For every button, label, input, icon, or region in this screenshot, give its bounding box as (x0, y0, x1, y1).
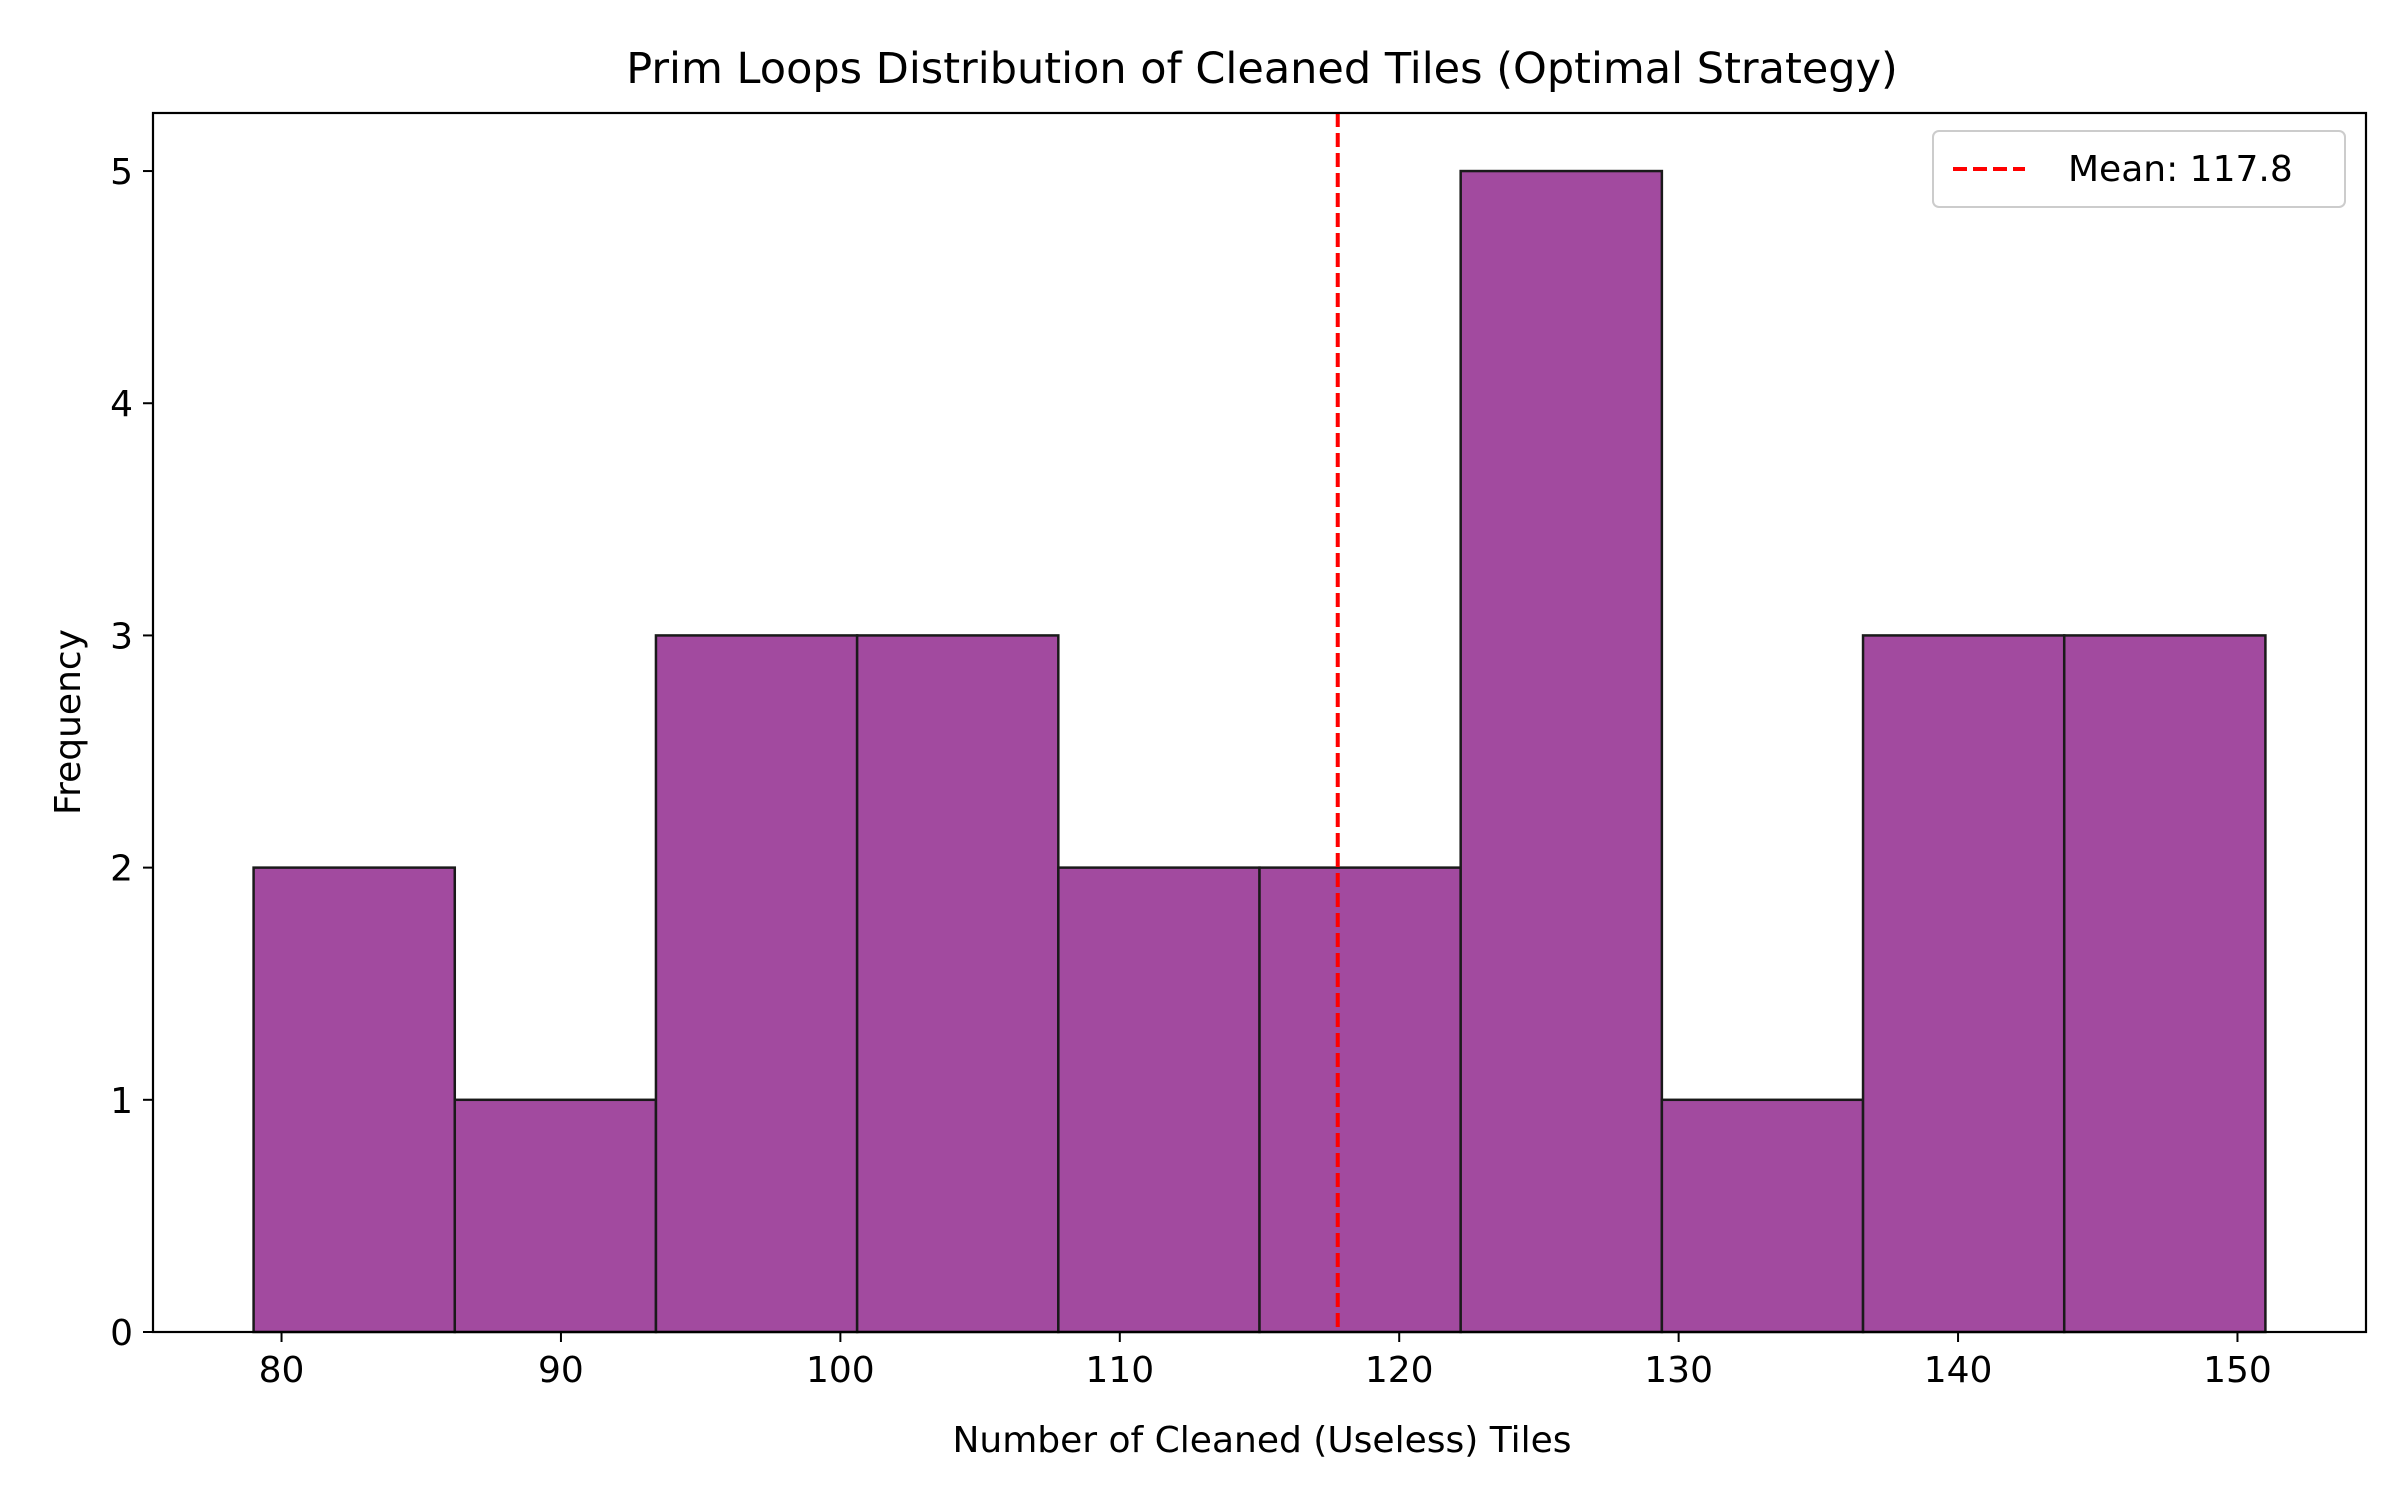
x-tick-label: 90 (538, 1350, 584, 1391)
x-tick-label: 130 (1644, 1350, 1713, 1391)
histogram-bar-3 (654, 634, 859, 1334)
x-tick-label: 140 (1924, 1350, 1993, 1391)
chart-title: Prim Loops Distribution of Cleaned Tiles… (626, 44, 1898, 94)
x-tick-label: 110 (1085, 1350, 1154, 1391)
histogram-bar-8 (1660, 1098, 1865, 1334)
y-tick-label: 4 (110, 384, 133, 425)
y-tick-label: 1 (110, 1081, 133, 1122)
x-tick-label: 80 (259, 1350, 305, 1391)
y-tick-label: 2 (110, 849, 133, 890)
histogram-bar-6 (1258, 866, 1462, 1334)
legend-mean-label: Mean: 117.8 (2068, 149, 2293, 190)
legend-frame (1932, 130, 2346, 208)
histogram-bar-2 (453, 1098, 658, 1334)
histogram-bar-1 (252, 866, 457, 1334)
histogram-bar-4 (855, 634, 1060, 1334)
x-tick-label: 100 (806, 1350, 875, 1391)
bars-layer (252, 169, 2267, 1334)
y-axis-label: Frequency (48, 629, 89, 815)
y-tick-label: 3 (110, 616, 133, 657)
y-tick-label: 0 (110, 1313, 133, 1354)
plot-frame (151, 111, 2368, 1334)
histogram-bar-10 (2062, 634, 2267, 1334)
histogram-bar-7 (1459, 169, 1664, 1334)
histogram-bar-5 (1057, 866, 1261, 1334)
x-axis-label: Number of Cleaned (Useless) Tiles (952, 1420, 1571, 1461)
legend: Mean: 117.8 (1932, 130, 2346, 208)
histogram-bar-9 (1861, 634, 2066, 1334)
x-axis-ticks: 80 90 100 110 120 130 140 150 (259, 1332, 2272, 1391)
x-tick-label: 120 (1365, 1350, 1434, 1391)
y-tick-label: 5 (110, 152, 133, 193)
y-axis-ticks: 0 1 2 3 4 5 (110, 152, 153, 1354)
x-tick-label: 150 (2203, 1350, 2272, 1391)
